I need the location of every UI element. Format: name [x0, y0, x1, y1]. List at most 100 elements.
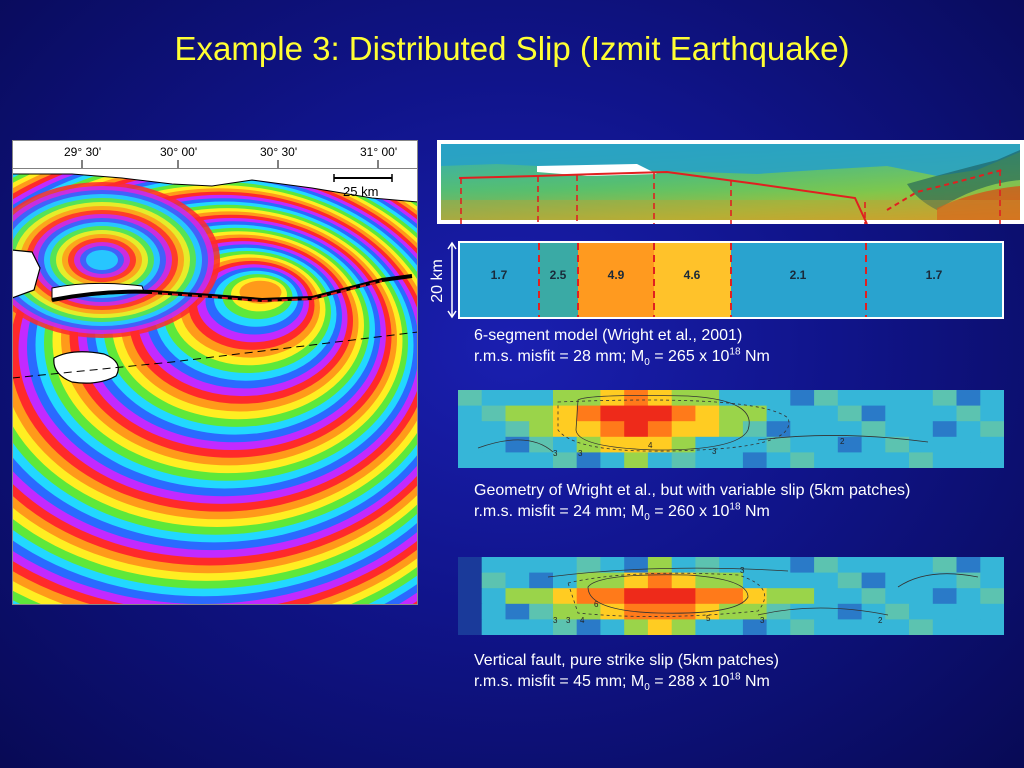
slip-patch [458, 603, 483, 620]
slip-patch [885, 421, 910, 438]
slip-patch [553, 588, 578, 605]
lon-label: 31° 00' [360, 145, 397, 159]
slip-patch [766, 405, 791, 422]
contour-label: 3 [553, 449, 558, 458]
slip-patch [980, 572, 1005, 589]
slip-patch [695, 452, 720, 469]
variable-slip-grid: 3 3 4 3 2 [458, 390, 1005, 469]
slip-patch [790, 557, 815, 574]
slip-patch [837, 557, 862, 574]
slip-patch [529, 390, 554, 407]
slip-patch [837, 436, 862, 453]
slip-patch [624, 572, 649, 589]
slip-patch [529, 619, 554, 636]
slip-patch [505, 452, 530, 469]
slip-patch [956, 619, 981, 636]
slip-patch [576, 572, 601, 589]
slip-patch [742, 421, 768, 438]
slip-patch [766, 572, 791, 589]
slip-patch [790, 588, 815, 605]
slip-patch [719, 603, 744, 620]
slip-patch [885, 557, 910, 574]
slip-patch [600, 390, 625, 407]
slip-patch [481, 603, 506, 620]
slip-patch [742, 619, 768, 636]
slip-patch [529, 588, 554, 605]
slip-patch [576, 405, 601, 422]
slip-patch [576, 452, 601, 469]
slip-patch [458, 421, 483, 438]
slip-patch [766, 588, 791, 605]
slip-patch [980, 452, 1005, 469]
fringe-band [86, 250, 118, 270]
slip-patch [600, 603, 625, 620]
slip-patch [980, 619, 1005, 636]
scale-label: 25 km [343, 184, 378, 199]
lon-label: 30° 30' [260, 145, 297, 159]
slip-patch [980, 436, 1005, 453]
depth-label-text: 20 km [429, 259, 446, 303]
fringe-pattern [12, 168, 418, 605]
slip-patch [837, 421, 862, 438]
slip-patch [766, 390, 791, 407]
slip-patch [909, 390, 934, 407]
slip-patch [553, 603, 578, 620]
slip-patch [647, 390, 673, 407]
slip-patch [529, 603, 554, 620]
slip-patch [553, 436, 578, 453]
slip-patch [885, 452, 910, 469]
slip-patch [885, 390, 910, 407]
slip-patch [600, 572, 625, 589]
slip-patch [932, 405, 957, 422]
slip-patch [671, 557, 696, 574]
slip-patch [695, 572, 720, 589]
contour-label: 2 [878, 616, 883, 625]
slip-patch [980, 603, 1005, 620]
slip-patch [553, 421, 578, 438]
slip-patch [814, 588, 839, 605]
contour-label: 6 [594, 600, 599, 609]
segment-patch [578, 243, 654, 317]
slip-patch [814, 557, 839, 574]
slip-patch [671, 619, 696, 636]
slip-patch [600, 557, 625, 574]
segment-slip-label: 4.9 [608, 268, 625, 282]
slip-patch [600, 405, 625, 422]
slip-patch [956, 557, 981, 574]
slip-patch [719, 436, 744, 453]
slip-patch [505, 390, 530, 407]
segment-patch [460, 243, 539, 317]
slip-patch [814, 390, 839, 407]
segment-slip-label: 2.1 [790, 268, 807, 282]
slip-patch [600, 619, 625, 636]
slip-patch [909, 452, 934, 469]
interferogram-svg: 29° 30' 30° 00' 30° 30' 31° 00' 25 km [12, 140, 418, 605]
slip-patch [742, 405, 768, 422]
slip-patch [695, 588, 720, 605]
slide-title: Example 3: Distributed Slip (Izmit Earth… [174, 30, 850, 67]
slip-patch [861, 436, 886, 453]
slip-patch [932, 572, 957, 589]
slip-patch [600, 588, 625, 605]
slip-patch [861, 572, 886, 589]
slip-patch [885, 572, 910, 589]
slip-patch [932, 390, 957, 407]
slip-patch [719, 619, 744, 636]
slip-patch [837, 390, 862, 407]
slip-patch [909, 572, 934, 589]
slip-patch [624, 405, 649, 422]
slip-patch [956, 588, 981, 605]
slip-patch [742, 588, 768, 605]
slip-patch [861, 557, 886, 574]
slip-patch [458, 619, 483, 636]
slip-patch [956, 603, 981, 620]
slip-patch [980, 588, 1005, 605]
slip-patch [695, 421, 720, 438]
slip-patch [766, 603, 791, 620]
contour-label: 3 [553, 616, 558, 625]
slip-patch [553, 572, 578, 589]
slip-patch [956, 390, 981, 407]
slip-patch [956, 421, 981, 438]
slip-patch [671, 588, 696, 605]
slip-patch [790, 603, 815, 620]
